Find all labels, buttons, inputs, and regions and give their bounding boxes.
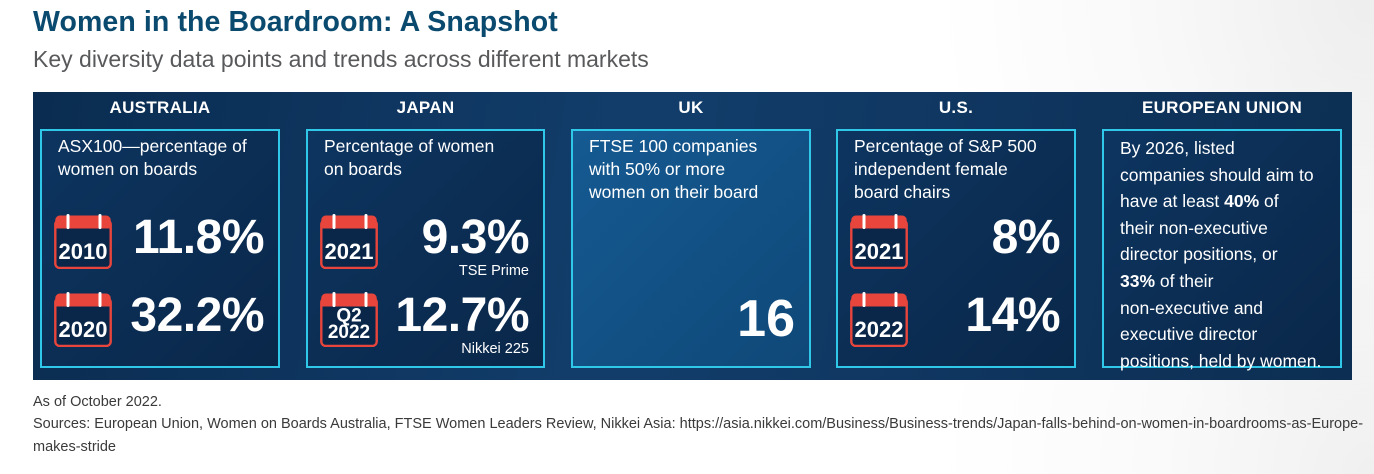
svg-text:2010: 2010 xyxy=(59,239,108,264)
svg-text:2021: 2021 xyxy=(325,239,374,264)
svg-text:2021: 2021 xyxy=(855,239,904,264)
svg-text:2022: 2022 xyxy=(855,317,904,342)
svg-text:2020: 2020 xyxy=(59,317,108,342)
